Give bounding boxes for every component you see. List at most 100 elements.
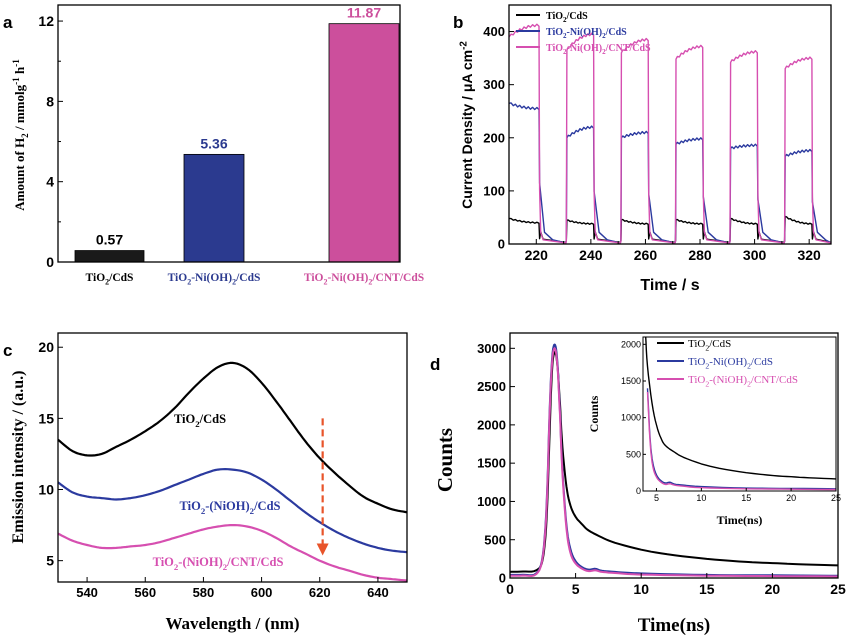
bar	[328, 23, 400, 263]
curve-annotation: TiO2-(NiOH)2/CdS	[180, 499, 281, 516]
x-tick-label: 280	[688, 247, 712, 263]
x-tick-label: 300	[743, 247, 767, 263]
legend-label: TiO2-Ni(OH)2/CdS	[546, 27, 627, 40]
inset-plot: 5 10 15 20 25 0 500 1000 1500 2000 Time(ns) Counts T…	[587, 336, 841, 527]
x-tick-label: 640	[367, 585, 389, 600]
panel-c: c 540 560 580 600 620 640 5 10 15 20 TiO2/CdS TiO2-(…	[3, 332, 408, 633]
y-tick-label: 20	[38, 339, 54, 355]
bar	[183, 153, 245, 263]
plot-frame	[508, 4, 832, 245]
inset-legend-label: TiO2-Ni(OH)2/CdS	[688, 356, 773, 370]
y-axis-label: Emission intensity / (a.u.)	[10, 371, 27, 544]
x-axis-label: Wavelength / (nm)	[165, 614, 299, 633]
y-tick-label: 0	[498, 237, 505, 252]
x-axis-label: Time(ns)	[638, 615, 710, 635]
x-tick-label: 20	[765, 581, 781, 597]
x-tick-label: 10	[633, 581, 649, 597]
plot-frame	[57, 332, 408, 583]
x-tick-label: 15	[699, 581, 715, 597]
y-tick-label: 10	[38, 481, 54, 497]
y-tick-label: 0	[499, 571, 506, 586]
inset-x-tick-label: 5	[654, 493, 659, 503]
y-tick-label: 2000	[477, 417, 506, 432]
panel-d: d 0 5 10 15 20 25 0 500 1000 1500 2000 2500 3000 Time(…	[430, 332, 846, 635]
y-tick-label: 200	[483, 130, 505, 145]
x-tick-label: 240	[579, 247, 603, 263]
y-tick-label: 5	[46, 553, 54, 569]
inset-legend-label: TiO2/CdS	[688, 338, 731, 352]
y-tick-label: 0	[46, 254, 54, 270]
y-axis-label: Amount of H2 / mmolg-1 h-1	[11, 59, 30, 211]
series-line	[57, 523, 408, 582]
x-tick-label: 5	[572, 581, 580, 597]
inset-legend-label: TiO2-(NiOH)2/CNT/CdS	[688, 374, 798, 388]
y-tick-label: 500	[484, 532, 506, 547]
category-label: TiO2/CdS	[86, 272, 134, 286]
x-tick-label: 540	[76, 585, 98, 600]
series-line	[57, 468, 408, 554]
panel-label: d	[430, 355, 440, 374]
arrow-head	[316, 543, 329, 556]
y-axis-label: Counts	[433, 428, 457, 492]
x-tick-label: 260	[634, 247, 658, 263]
y-tick-label: 4	[46, 174, 54, 190]
inset-x-axis-label: Time(ns)	[717, 513, 763, 527]
y-tick-label: 8	[46, 93, 54, 109]
y-tick-label: 12	[38, 13, 54, 29]
x-tick-label: 320	[797, 247, 821, 263]
inset-background	[643, 337, 836, 491]
category-label: TiO2-Ni(OH)2/CNT/CdS	[304, 272, 424, 286]
panel-a: a 0.57 TiO2/CdS 5.36 TiO2-Ni(OH)2/CdS 11.87 Ti…	[3, 4, 424, 286]
series-line	[508, 215, 832, 244]
plot-frame	[57, 4, 401, 263]
series-line	[508, 102, 832, 244]
bar	[74, 250, 145, 263]
series-line	[510, 347, 839, 578]
legend-label: TiO2/CdS	[546, 11, 588, 24]
curve-annotation: TiO2/CdS	[174, 412, 226, 429]
legend-label: TiO2-Ni(OH)2/CNT/CdS	[546, 43, 651, 56]
bar-value-label: 11.87	[347, 5, 381, 21]
bar-value-label: 0.57	[96, 232, 123, 248]
inset-frame	[642, 336, 837, 492]
x-tick-label: 25	[830, 581, 846, 597]
inset-x-tick-label: 25	[831, 493, 841, 503]
y-tick-label: 15	[38, 410, 54, 426]
inset-x-tick-label: 15	[741, 493, 751, 503]
x-axis-label: Time / s	[640, 277, 699, 294]
y-tick-label: 2500	[477, 379, 506, 394]
x-tick-label: 560	[134, 585, 156, 600]
inset-y-tick-label: 500	[626, 449, 641, 459]
inset-x-tick-label: 20	[786, 493, 796, 503]
inset-series-line	[645, 336, 837, 480]
inset-y-tick-label: 0	[636, 486, 641, 496]
inset-y-tick-label: 2000	[621, 339, 641, 349]
series-line	[508, 23, 832, 244]
bar-value-label: 5.36	[200, 135, 227, 151]
curve-annotation: TiO2-(NiOH)2/CNT/CdS	[153, 555, 284, 572]
plot-frame	[509, 332, 839, 579]
panel-label: b	[453, 13, 463, 32]
y-tick-label: 400	[483, 24, 505, 39]
x-tick-label: 580	[193, 585, 215, 600]
inset-y-tick-label: 1500	[621, 376, 641, 386]
panel-b: b 220 240 260 280 300 320 0 100 200 300 400 TiO2/CdS…	[453, 4, 832, 294]
panel-label: c	[3, 341, 12, 360]
y-tick-label: 300	[483, 77, 505, 92]
y-tick-label: 3000	[477, 341, 506, 356]
y-tick-label: 1000	[477, 494, 506, 509]
series-line	[57, 361, 408, 514]
x-tick-label: 600	[251, 585, 273, 600]
inset-y-axis-label: Counts	[587, 395, 601, 432]
x-tick-label: 0	[506, 581, 514, 597]
panel-label: a	[3, 13, 13, 32]
inset-x-tick-label: 10	[696, 493, 706, 503]
category-label: TiO2-Ni(OH)2/CdS	[168, 272, 261, 286]
y-axis-label: Current Density / μA cm-2	[458, 41, 475, 209]
x-tick-label: 620	[309, 585, 331, 600]
inset-y-tick-label: 1000	[621, 413, 641, 423]
y-tick-label: 100	[483, 183, 505, 198]
y-tick-label: 1500	[477, 456, 506, 471]
x-tick-label: 220	[525, 247, 549, 263]
